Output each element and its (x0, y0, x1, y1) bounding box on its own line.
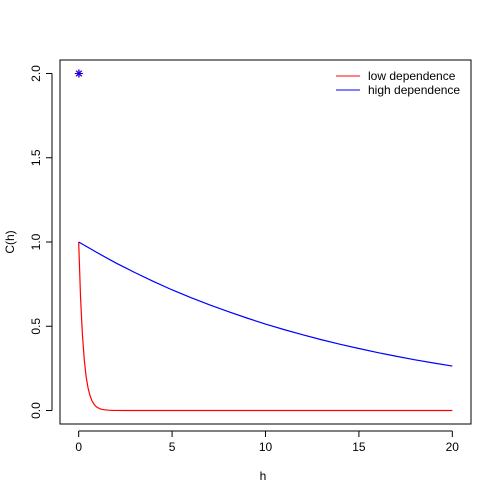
y-tick-label: 0.0 (29, 402, 43, 419)
legend-label-high-dependence: high dependence (368, 83, 460, 97)
x-axis-label: h (260, 469, 267, 483)
y-axis-label: C(h) (3, 230, 17, 253)
series-lines (78, 241, 453, 412)
y-tick-label: 1.5 (29, 149, 43, 166)
y-tick-label: 1.0 (29, 233, 43, 250)
plot-frame (59, 59, 472, 425)
series-line-high-dependence (78, 241, 453, 367)
axes: 0 5 10 15 20 0.0 0.5 1.0 1.5 2.0 (29, 65, 459, 454)
x-tick-label: 20 (446, 440, 460, 454)
y-tick-label: 2.0 (29, 65, 43, 82)
x-tick-label: 15 (352, 440, 366, 454)
series-line-low-dependence (78, 241, 453, 412)
plot-area (59, 59, 472, 425)
asterisk-marker-high (75, 69, 84, 78)
legend: low dependence high dependence (336, 69, 460, 97)
x-tick-label: 10 (259, 440, 273, 454)
y-tick-label: 0.5 (29, 318, 43, 335)
x-tick-label: 5 (169, 440, 176, 454)
x-tick-label: 0 (75, 440, 82, 454)
point-markers (74, 69, 84, 78)
legend-label-low-dependence: low dependence (368, 69, 456, 83)
